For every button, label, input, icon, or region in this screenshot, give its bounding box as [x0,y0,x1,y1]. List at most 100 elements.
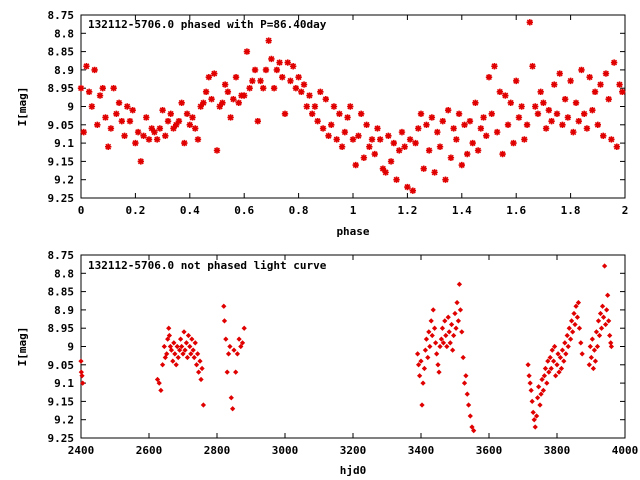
unphased-data-point [437,343,443,350]
unphased-data-point [221,303,227,309]
phased-data-point [105,143,112,150]
phased-data-point [268,55,275,63]
phased-data-point [526,19,533,26]
phased-data-point [575,117,582,125]
unphased-data-point [430,307,436,313]
unphased-data-point [448,321,455,328]
phased-data-point [230,95,237,103]
phased-x-tick-label: 0.2 [125,204,145,217]
unphased-data-point [526,373,532,379]
unphased-data-point [179,343,185,350]
unphased-data-point [197,358,203,364]
unphased-data-point [558,365,565,372]
unphased-data-point [559,347,566,353]
phased-data-point [439,117,446,125]
phased-data-point [396,147,403,154]
phased-data-point [357,110,365,118]
unphased-data-point [221,318,228,324]
phased-data-point [491,63,498,70]
unphased-data-point [432,340,439,346]
phased-data-point [431,169,438,176]
phased-data-point [200,99,207,107]
unphased-data-point [454,299,460,306]
unphased-data-point [529,398,535,405]
unphased-data-point [453,325,459,331]
unphased-data-point [80,380,86,386]
unphased-data-point [78,369,84,375]
phased-data-point [360,154,368,161]
phased-y-tick-label: 8.95 [48,82,75,95]
unphased-data-point [579,351,585,357]
phased-data-point [464,150,471,158]
unphased-data-point [176,347,183,353]
phased-data-point [567,77,574,85]
phased-data-point [597,81,604,88]
unphased-data-point [549,347,555,353]
phased-data-point [303,103,310,110]
phased-data-point [371,150,378,158]
phased-data-point [377,136,384,143]
unphased-x-tick-label: 3600 [476,444,503,457]
unphased-data-point [230,406,236,412]
unphased-data-point [421,365,428,372]
phased-data-point [124,103,131,110]
phased-data-point [398,128,406,136]
unphased-data-point [241,325,247,331]
unphased-chart-title: 132112-5706.0 not phased light curve [88,259,327,272]
unphased-data-point [556,369,562,375]
phased-data-point [319,125,327,132]
unphased-data-point [175,354,181,361]
unphased-data-point [601,263,608,269]
phased-data-point [529,63,536,70]
phased-data-point [521,136,528,143]
unphased-data-point [459,329,465,335]
phased-data-point [181,139,188,147]
unphased-data-point [534,395,541,401]
unphased-data-point [174,343,180,350]
phased-data-point [306,92,313,99]
unphased-data-point [467,413,473,419]
phased-data-point [344,114,351,121]
unphased-data-point [429,332,435,339]
unphased-data-point [431,325,438,331]
phased-data-point [445,106,452,114]
unphased-data-point [451,332,457,339]
phased-data-point [523,121,531,128]
phased-data-point [110,85,117,92]
unphased-data-point [531,417,537,423]
unphased-data-point [228,395,234,401]
unphased-data-point [239,340,246,346]
unphased-data-point [189,336,195,342]
phased-data-point [145,136,153,143]
unphased-data-point [170,358,176,364]
unphased-data-point [422,347,429,353]
phased-data-point [483,132,490,139]
unphased-data-point [574,314,581,320]
unphased-data-point [464,391,470,397]
phased-data-point [385,132,392,139]
phased-data-point [507,99,514,107]
phased-data-point [608,136,615,143]
phased-data-point [518,103,525,110]
phased-data-point [453,136,460,143]
phased-data-point [99,85,106,92]
phased-data-point [556,70,563,77]
unphased-data-point [427,343,433,350]
unphased-data-point [595,318,602,324]
unphased-data-point [607,332,613,339]
unphased-data-point [546,369,552,375]
phased-data-point [477,125,485,132]
phased-data-point [578,66,585,74]
unphased-y-tick-label: 8.8 [54,267,74,280]
phased-data-point [551,81,558,88]
phased-data-point [469,139,476,147]
unphased-data-point [575,299,582,306]
unphased-data-point [231,347,237,353]
phased-data-point [162,132,169,139]
phased-data-point [374,125,381,132]
unphased-data-point [180,351,186,357]
unphased-data-point [156,380,162,386]
phased-data-point [251,66,259,74]
phased-data-point [107,125,115,132]
